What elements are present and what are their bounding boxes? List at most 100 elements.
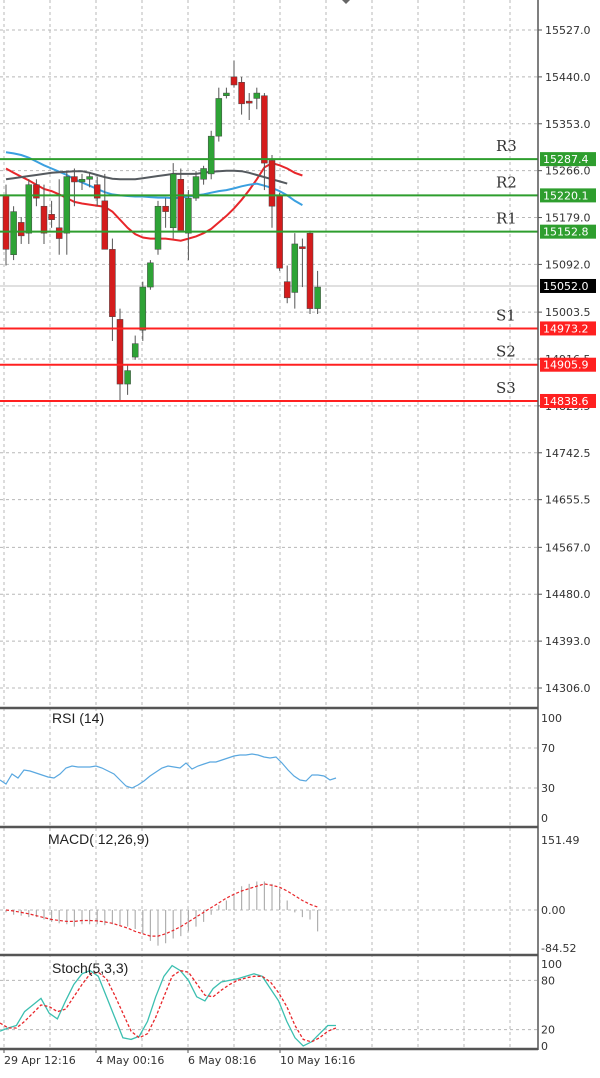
candle[interactable] [116, 308, 124, 401]
candle[interactable] [314, 270, 321, 315]
candle[interactable] [71, 168, 78, 207]
current-price-tag [540, 278, 596, 293]
price-axis-label: 15353.0 [545, 118, 591, 131]
price-axis[interactable]: 15527.0 15440.0 15353.0 15266.0 15179.0 15092… [0, 0, 596, 1053]
level-price-tag [540, 393, 596, 408]
candle[interactable] [162, 198, 169, 228]
level-price-tag-text: 14973.2 [543, 322, 589, 335]
candle[interactable] [185, 190, 192, 261]
price-axis-label: 14306.0 [545, 682, 591, 695]
candle[interactable] [10, 206, 17, 261]
macd-pane[interactable] [5, 881, 319, 946]
level-label: S1 [496, 306, 516, 324]
price-axis-label: 14567.0 [545, 541, 591, 554]
time-axis-label: 6 May 08:16 [188, 1054, 256, 1067]
candle[interactable] [169, 163, 177, 239]
price-axis-label: 15527.0 [545, 24, 591, 37]
stoch-axis-label: 100 [541, 958, 562, 971]
candle[interactable] [253, 87, 261, 110]
level-s1[interactable]: S1 [0, 306, 538, 330]
price-axis-label: 15179.0 [545, 212, 591, 225]
price-axis-label: 14480.0 [545, 588, 591, 601]
level-price-tag [540, 224, 596, 239]
level-price-tag-text: 14905.9 [543, 359, 589, 372]
candle[interactable] [291, 233, 299, 309]
candle[interactable] [33, 179, 40, 207]
candle[interactable] [200, 165, 207, 185]
candle[interactable] [109, 238, 116, 341]
candle[interactable] [154, 200, 162, 255]
stoch-axis-label: 0 [541, 1040, 548, 1053]
time-axis-label: 10 May 16:16 [280, 1054, 355, 1067]
candle[interactable] [78, 173, 86, 191]
level-label: R2 [496, 173, 517, 191]
candle[interactable] [283, 265, 291, 304]
candle[interactable] [223, 87, 230, 99]
moving-average-line [5, 151, 303, 206]
level-label: S3 [496, 379, 516, 397]
current-price-tag-text: 15052.0 [543, 280, 589, 293]
candle[interactable] [306, 230, 314, 315]
level-r3[interactable]: R3 [0, 137, 538, 161]
time-axis: 29 Apr 12:16 4 May 00:16 6 May 08:16 10 May… [3, 1049, 355, 1067]
rsi-axis-label: 100 [541, 712, 562, 725]
candle[interactable] [48, 200, 55, 228]
level-s2[interactable]: S2 [0, 343, 538, 366]
macd-title: MACD( 12,26,9) [48, 831, 150, 847]
rsi-axis-label: 30 [541, 782, 555, 795]
level-r2[interactable]: R2 [0, 173, 538, 197]
level-label: S2 [496, 343, 516, 361]
candle[interactable] [230, 60, 238, 88]
candle[interactable] [40, 184, 48, 244]
candle[interactable] [93, 176, 101, 207]
rsi-axis-label: 70 [541, 742, 555, 755]
candle[interactable] [299, 238, 306, 288]
level-label: R3 [496, 137, 517, 155]
candle[interactable] [55, 179, 63, 255]
scroll-marker-icon[interactable] [342, 0, 350, 4]
macd-axis-label: 151.49 [541, 834, 580, 847]
level-price-tag-text: 14838.6 [543, 395, 589, 408]
candle[interactable] [215, 87, 223, 142]
level-price-tag [540, 357, 596, 372]
candle[interactable] [86, 172, 93, 188]
price-axis-label: 14393.0 [545, 635, 591, 648]
macd-axis-label: -84.52 [541, 942, 576, 955]
candle[interactable] [101, 173, 109, 250]
stoch-k-line [0, 964, 336, 1047]
macd-axis-label: 0.00 [541, 904, 566, 917]
rsi-line [0, 753, 337, 789]
level-r1[interactable]: R1 [0, 210, 538, 233]
stoch-title: Stoch(5,3,3) [52, 960, 129, 976]
macd-signal-line [5, 883, 318, 937]
candle[interactable] [124, 365, 131, 395]
price-axis-label: 15440.0 [545, 71, 591, 84]
stoch-axis-label: 20 [541, 1024, 555, 1037]
price-axis-label: 14655.5 [545, 494, 591, 507]
rsi-pane[interactable] [0, 753, 337, 789]
candle[interactable] [25, 179, 33, 244]
candle[interactable] [139, 281, 147, 341]
grid [0, 0, 538, 1047]
candle[interactable] [17, 216, 25, 244]
candle[interactable] [177, 168, 185, 231]
candle[interactable] [207, 130, 215, 180]
stochastic-pane[interactable] [0, 964, 337, 1047]
price-pane[interactable]: R3 R2 R1 S1 S2 S3 [0, 60, 538, 402]
candle[interactable] [268, 155, 276, 228]
stoch-axis-label: 80 [541, 974, 555, 987]
candle[interactable] [238, 76, 245, 115]
candle[interactable] [245, 93, 253, 120]
time-axis-label: 4 May 00:16 [96, 1054, 164, 1067]
level-label: R1 [496, 210, 517, 228]
level-price-tag [540, 188, 596, 203]
candle[interactable] [131, 335, 139, 360]
level-price-tag-text: 15220.1 [543, 189, 589, 202]
level-price-tag-text: 15152.8 [543, 226, 589, 239]
level-price-tag [540, 321, 596, 336]
candle[interactable] [63, 171, 71, 255]
candle[interactable] [261, 93, 268, 191]
level-s3[interactable]: S3 [0, 379, 538, 402]
candle[interactable] [147, 260, 154, 290]
